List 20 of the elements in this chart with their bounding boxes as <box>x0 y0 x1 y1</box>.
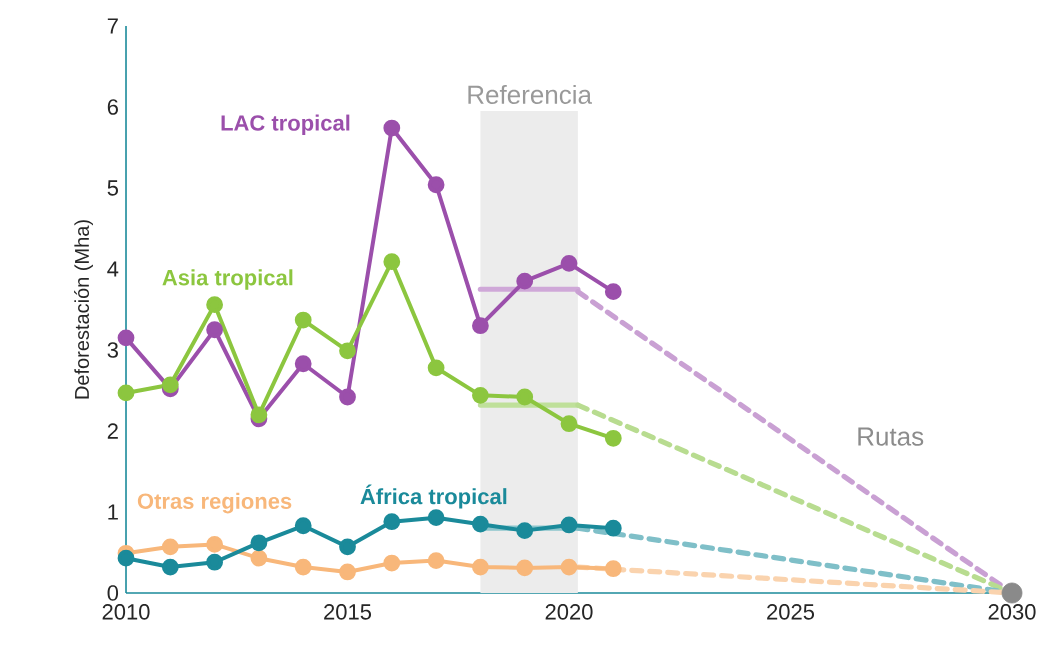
x-tick-label: 2030 <box>988 604 1036 620</box>
series-label: Asia tropical <box>162 269 293 290</box>
y-axis-title: Deforestación (Mha) <box>74 220 93 399</box>
y-tick-label: 4 <box>107 261 119 277</box>
y-tick-label: 5 <box>107 180 118 196</box>
band-label: Referencia <box>468 84 592 104</box>
x-tick-label: 2020 <box>545 604 593 620</box>
annotation: Rutas <box>858 427 924 446</box>
y-tick-label: 6 <box>107 99 118 115</box>
x-tick-label: 2010 <box>102 604 150 620</box>
y-tick-label: 2 <box>107 423 118 439</box>
y-tick-label: 3 <box>107 342 118 358</box>
series-label: LAC tropical <box>221 114 350 136</box>
series-label: Otras regiones <box>137 492 292 514</box>
y-tick-label: 0 <box>107 585 119 601</box>
series-label: África tropical <box>360 484 507 509</box>
y-tick-label: 7 <box>107 18 118 34</box>
y-tick-label: 1 <box>108 504 118 520</box>
x-tick-label: 2025 <box>767 604 815 620</box>
x-tick-label: 2015 <box>324 604 372 620</box>
